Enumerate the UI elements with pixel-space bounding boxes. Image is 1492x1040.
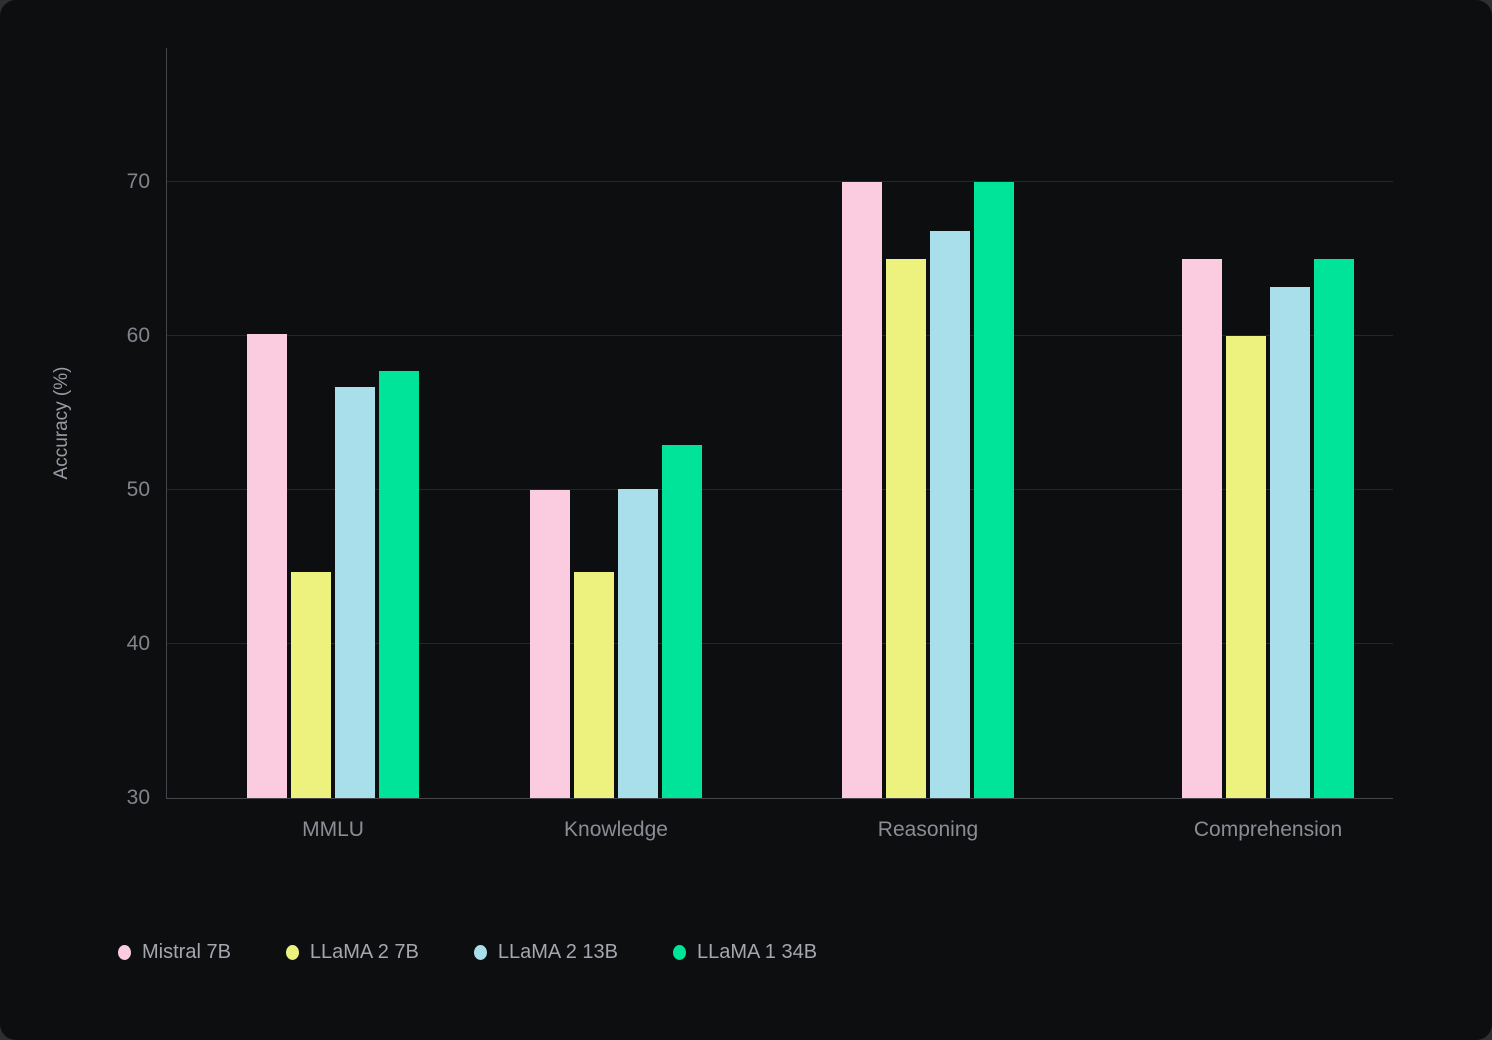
bar-mistral-7b-comprehension	[1182, 259, 1222, 798]
bar-group-knowledge	[530, 445, 702, 798]
bar-llama-2-7b-reasoning	[886, 259, 926, 798]
y-tick-label-50: 50	[126, 477, 150, 501]
y-axis-title: Accuracy (%)	[51, 366, 72, 480]
bar-llama-1-34b-mmlu	[379, 371, 419, 798]
bar-llama-2-13b-knowledge	[618, 488, 658, 798]
y-tick-label-30: 30	[126, 786, 150, 809]
legend-label: LLaMA 2 7B	[309, 941, 419, 963]
bar-llama-2-13b-reasoning	[930, 231, 970, 798]
bar-mistral-7b-reasoning	[842, 182, 882, 798]
legend-item-llama-2-13b[interactable]: LLaMA 2 13B	[473, 941, 618, 964]
legend-label: Mistral 7B	[142, 941, 231, 963]
legend-label: LLaMA 2 13B	[497, 941, 618, 963]
gridline-70	[167, 180, 1393, 182]
x-label-knowledge: Knowledge	[564, 818, 668, 841]
bar-group-comprehension	[1182, 259, 1354, 798]
gridline-60	[167, 335, 1393, 336]
x-label-comprehension: Comprehension	[1193, 818, 1343, 841]
y-tick-label-40: 40	[126, 631, 150, 655]
legend-dot-llama-1-34b	[672, 945, 686, 960]
x-label-reasoning: Reasoning	[877, 818, 979, 841]
legend-dot-mistral-7b	[118, 945, 131, 960]
bar-llama-1-34b-reasoning	[974, 182, 1014, 798]
bar-llama-2-13b-comprehension	[1270, 286, 1310, 798]
bar-group-mmlu	[247, 334, 419, 798]
bar-mistral-7b-mmlu	[247, 334, 287, 798]
bar-llama-1-34b-knowledge	[662, 445, 702, 798]
gridline-50	[167, 489, 1393, 490]
bar-llama-1-34b-comprehension	[1314, 259, 1354, 798]
legend-item-llama-2-7b[interactable]: LLaMA 2 7B	[285, 941, 419, 964]
legend-item-llama-1-34b[interactable]: LLaMA 1 34B	[672, 941, 818, 964]
bar-llama-2-7b-comprehension	[1226, 336, 1266, 798]
plot-area: MMLU Knowledge Reasoning Comprehension	[166, 48, 1393, 841]
bar-llama-2-13b-mmlu	[335, 386, 375, 798]
bar-llama-2-7b-mmlu	[291, 571, 331, 798]
legend-label: LLaMA 1 34B	[696, 941, 818, 963]
y-tick-label-70: 70	[126, 169, 150, 193]
bar-llama-2-7b-knowledge	[574, 571, 614, 798]
bar-group-reasoning	[842, 182, 1014, 798]
x-label-mmlu: MMLU	[302, 818, 364, 841]
legend-item-mistral-7b[interactable]: Mistral 7B	[118, 941, 231, 964]
y-tick-label-60: 60	[126, 323, 150, 347]
chart-legend: Mistral 7B LLaMA 2 7B LLaMA 2 13B LLaMA 1 3…	[118, 941, 817, 964]
legend-dot-llama-2-7b	[285, 945, 299, 960]
gridline-40	[167, 643, 1393, 644]
legend-dot-llama-2-13b	[473, 945, 487, 960]
bar-mistral-7b-knowledge	[530, 490, 570, 798]
